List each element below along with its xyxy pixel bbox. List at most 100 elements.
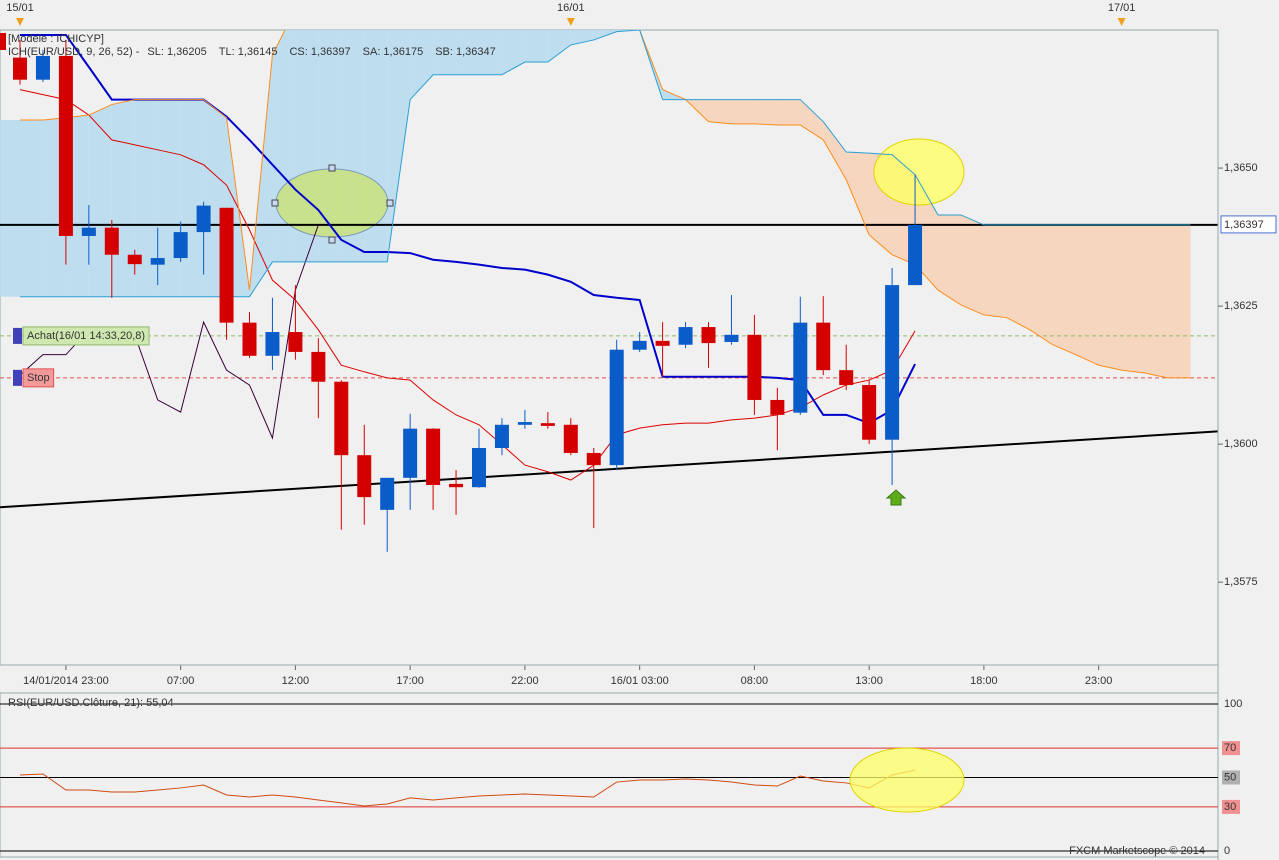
cloud-segment — [1121, 224, 1145, 373]
highlight-ellipse — [849, 747, 965, 813]
candle-body — [380, 477, 395, 510]
rsi-tick-box — [1222, 799, 1240, 814]
handle — [271, 199, 279, 207]
x-tick-label: 08:00 — [741, 675, 769, 687]
x-tick-label: 07:00 — [167, 675, 195, 687]
x-tick-label: 22:00 — [511, 675, 539, 687]
cloud-segment — [1006, 224, 1030, 330]
candle-body — [265, 332, 280, 356]
indicator-line — [20, 30, 1191, 298]
indicator-line — [20, 30, 1191, 379]
cloud-segment — [456, 30, 479, 75]
candle-body — [540, 423, 555, 426]
rsi-panel — [0, 692, 1219, 858]
candle-body — [885, 285, 900, 440]
candle-body — [219, 207, 234, 323]
cloud-segment — [846, 152, 870, 235]
candle-body — [196, 205, 211, 233]
rsi-tick-label: 0 — [1224, 845, 1230, 857]
date-marker-label: 16/01 — [557, 2, 585, 14]
candle-body — [242, 322, 257, 356]
candle-body — [449, 483, 464, 488]
cloud-segment — [938, 214, 961, 305]
candle-body — [517, 422, 532, 425]
cloud-segment — [570, 30, 594, 45]
model-label: [Modèle : ICHICYP] — [8, 33, 104, 45]
cloud-segment — [433, 30, 457, 75]
cloud-segment — [1098, 224, 1122, 371]
price-box — [1220, 215, 1277, 234]
candle-body — [81, 227, 96, 236]
cloud-segment — [983, 224, 1007, 318]
handle — [386, 199, 394, 207]
candle-body — [678, 327, 693, 345]
cloud-segment — [754, 99, 778, 125]
rsi-tick-label: 70 — [1224, 742, 1236, 754]
cloud-segment — [823, 121, 847, 180]
x-tick-label: 14/01/2014 23:00 — [23, 675, 109, 687]
rsi-tick-box — [1222, 770, 1240, 785]
candle-body — [472, 447, 486, 488]
cloud-segment — [88, 104, 112, 297]
candle-body — [288, 332, 303, 352]
annotations — [849, 747, 965, 813]
y-tick-label: 1,3650 — [1224, 162, 1258, 174]
x-tick-label: 18:00 — [970, 675, 998, 687]
legend-entry: SB: 1,36347 — [435, 46, 496, 58]
cloud-segment — [501, 30, 525, 75]
rsi-tick-label: 100 — [1224, 698, 1242, 710]
date-marker — [1117, 18, 1126, 26]
annotations — [271, 138, 965, 244]
order-marker — [13, 327, 22, 344]
candle-body — [609, 349, 624, 466]
cloud-segment — [157, 99, 181, 297]
candle-body — [724, 334, 739, 342]
candle-body — [908, 224, 923, 286]
candle-body — [632, 340, 647, 350]
order-label: Achat(16/01 14:33,20,8) — [27, 330, 145, 342]
cloud-segment — [960, 214, 984, 315]
rsi-line — [19, 769, 916, 807]
rsi-layer: 100 70 50 30 0 RSI(EUR/USD.Clôture, 21): 55,0… — [0, 697, 1242, 857]
cloud-segment — [479, 30, 502, 75]
handle — [328, 164, 336, 172]
price-label: 1,36397 — [1224, 219, 1264, 231]
candle-body — [311, 351, 326, 382]
legend-entry: SL: 1,36205 — [147, 46, 206, 58]
legend-entry: CS: 1,36397 — [289, 46, 350, 58]
cloud-segment — [134, 99, 158, 297]
candle-body — [701, 327, 716, 344]
rsi-tick-label: 50 — [1224, 771, 1236, 783]
highlight-ellipse — [873, 138, 965, 206]
trend-line — [0, 430, 1218, 509]
candle-body — [35, 55, 50, 80]
candle-body — [426, 428, 441, 485]
x-tick-label: 13:00 — [855, 675, 883, 687]
candle-body — [747, 334, 762, 400]
candle-body — [770, 399, 785, 415]
date-marker — [16, 18, 24, 26]
candle-body — [793, 322, 808, 413]
cloud-segment — [731, 99, 755, 124]
order-box — [22, 326, 150, 346]
candle-body — [816, 322, 831, 371]
cloud-segment — [708, 99, 732, 124]
cloud-segment — [1075, 224, 1099, 366]
date-marker-label: 15/01 — [6, 2, 34, 14]
cloud-segment — [1029, 224, 1053, 345]
cloud-segment — [180, 99, 204, 297]
cloud-segment — [1144, 224, 1168, 378]
order-marker — [13, 369, 22, 386]
rsi-tick-box — [1222, 741, 1240, 756]
cloud-segment — [410, 30, 434, 100]
rsi-title: RSI(EUR/USD.Clôture, 21): 55,04 — [8, 697, 174, 709]
x-tick-label: 16/01 03:00 — [611, 675, 669, 687]
legend-entry: TL: 1,36145 — [219, 46, 278, 58]
candle-body — [586, 452, 601, 466]
legend-indicator: ICH(EUR/USD, 9, 26, 52) - — [8, 46, 140, 58]
price-layer — [0, 30, 1218, 552]
candle-body — [104, 227, 119, 255]
buy-arrow — [885, 489, 907, 506]
cloud-segment — [524, 30, 548, 63]
